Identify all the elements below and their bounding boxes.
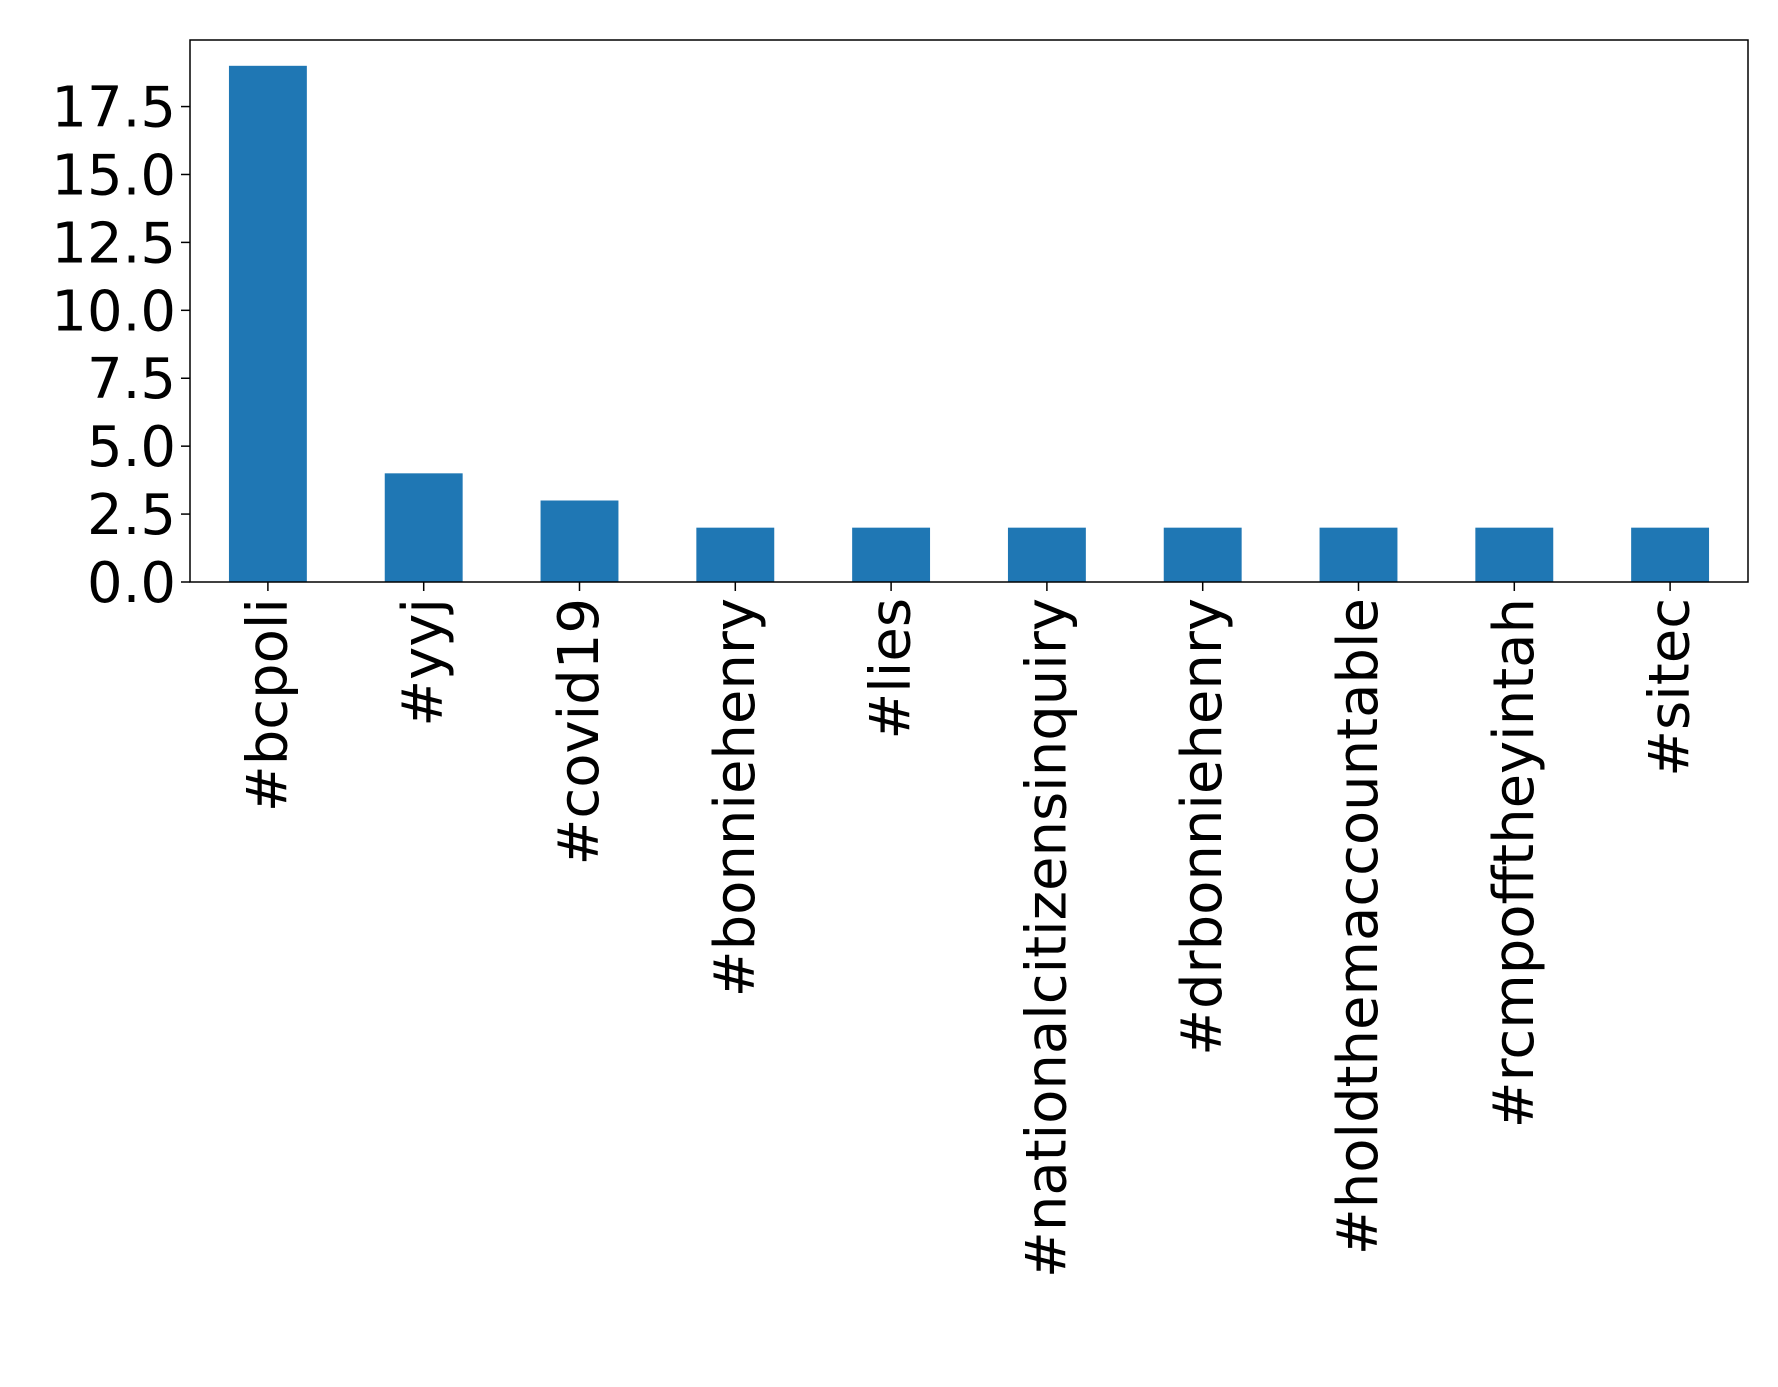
bar-covid19 [540, 500, 619, 582]
x-axis: #bcpoli #yyj #covid19 #bonniehenry #lies #nat… [235, 582, 1703, 1278]
x-tick-label: #drbonniehenry [1170, 598, 1235, 1056]
bars-group [228, 65, 1710, 583]
x-tick-label: #covid19 [547, 598, 612, 865]
y-axis: 0.02.55.07.510.012.515.017.5 [51, 76, 190, 616]
y-tick-label: 0.0 [87, 551, 176, 616]
bar-sitec [1631, 527, 1710, 582]
x-tick-label: #yyj [391, 598, 456, 727]
y-tick-label: 12.5 [51, 211, 176, 276]
bar-bcpoli [228, 65, 307, 583]
bar-rcmpofftheyintah [1475, 527, 1554, 582]
bar-bonniehenry [696, 527, 775, 582]
y-tick-label: 17.5 [51, 76, 176, 141]
bar-lies [852, 527, 931, 582]
x-tick-label: #sitec [1638, 598, 1703, 777]
x-tick-label: #bcpoli [235, 598, 300, 812]
y-tick-label: 7.5 [87, 347, 176, 412]
x-tick-label: #holdthemaccountable [1326, 598, 1391, 1255]
bar-yyj [384, 473, 463, 582]
y-tick-label: 15.0 [51, 143, 176, 208]
x-tick-label: #rcmpofftheyintah [1482, 598, 1547, 1128]
y-tick-label: 2.5 [87, 483, 176, 548]
x-tick-label: #bonniehenry [703, 598, 768, 997]
bar-nationalcitizensinquiry [1007, 527, 1086, 582]
bar-holdthemaccountable [1319, 527, 1398, 582]
x-tick-label: #nationalcitizensinquiry [1014, 598, 1079, 1278]
bar-drbonniehenry [1163, 527, 1242, 582]
plot-frame [189, 39, 1749, 583]
y-tick-label: 5.0 [87, 415, 176, 480]
y-tick-label: 10.0 [51, 279, 176, 344]
x-tick-label: #lies [859, 598, 924, 740]
